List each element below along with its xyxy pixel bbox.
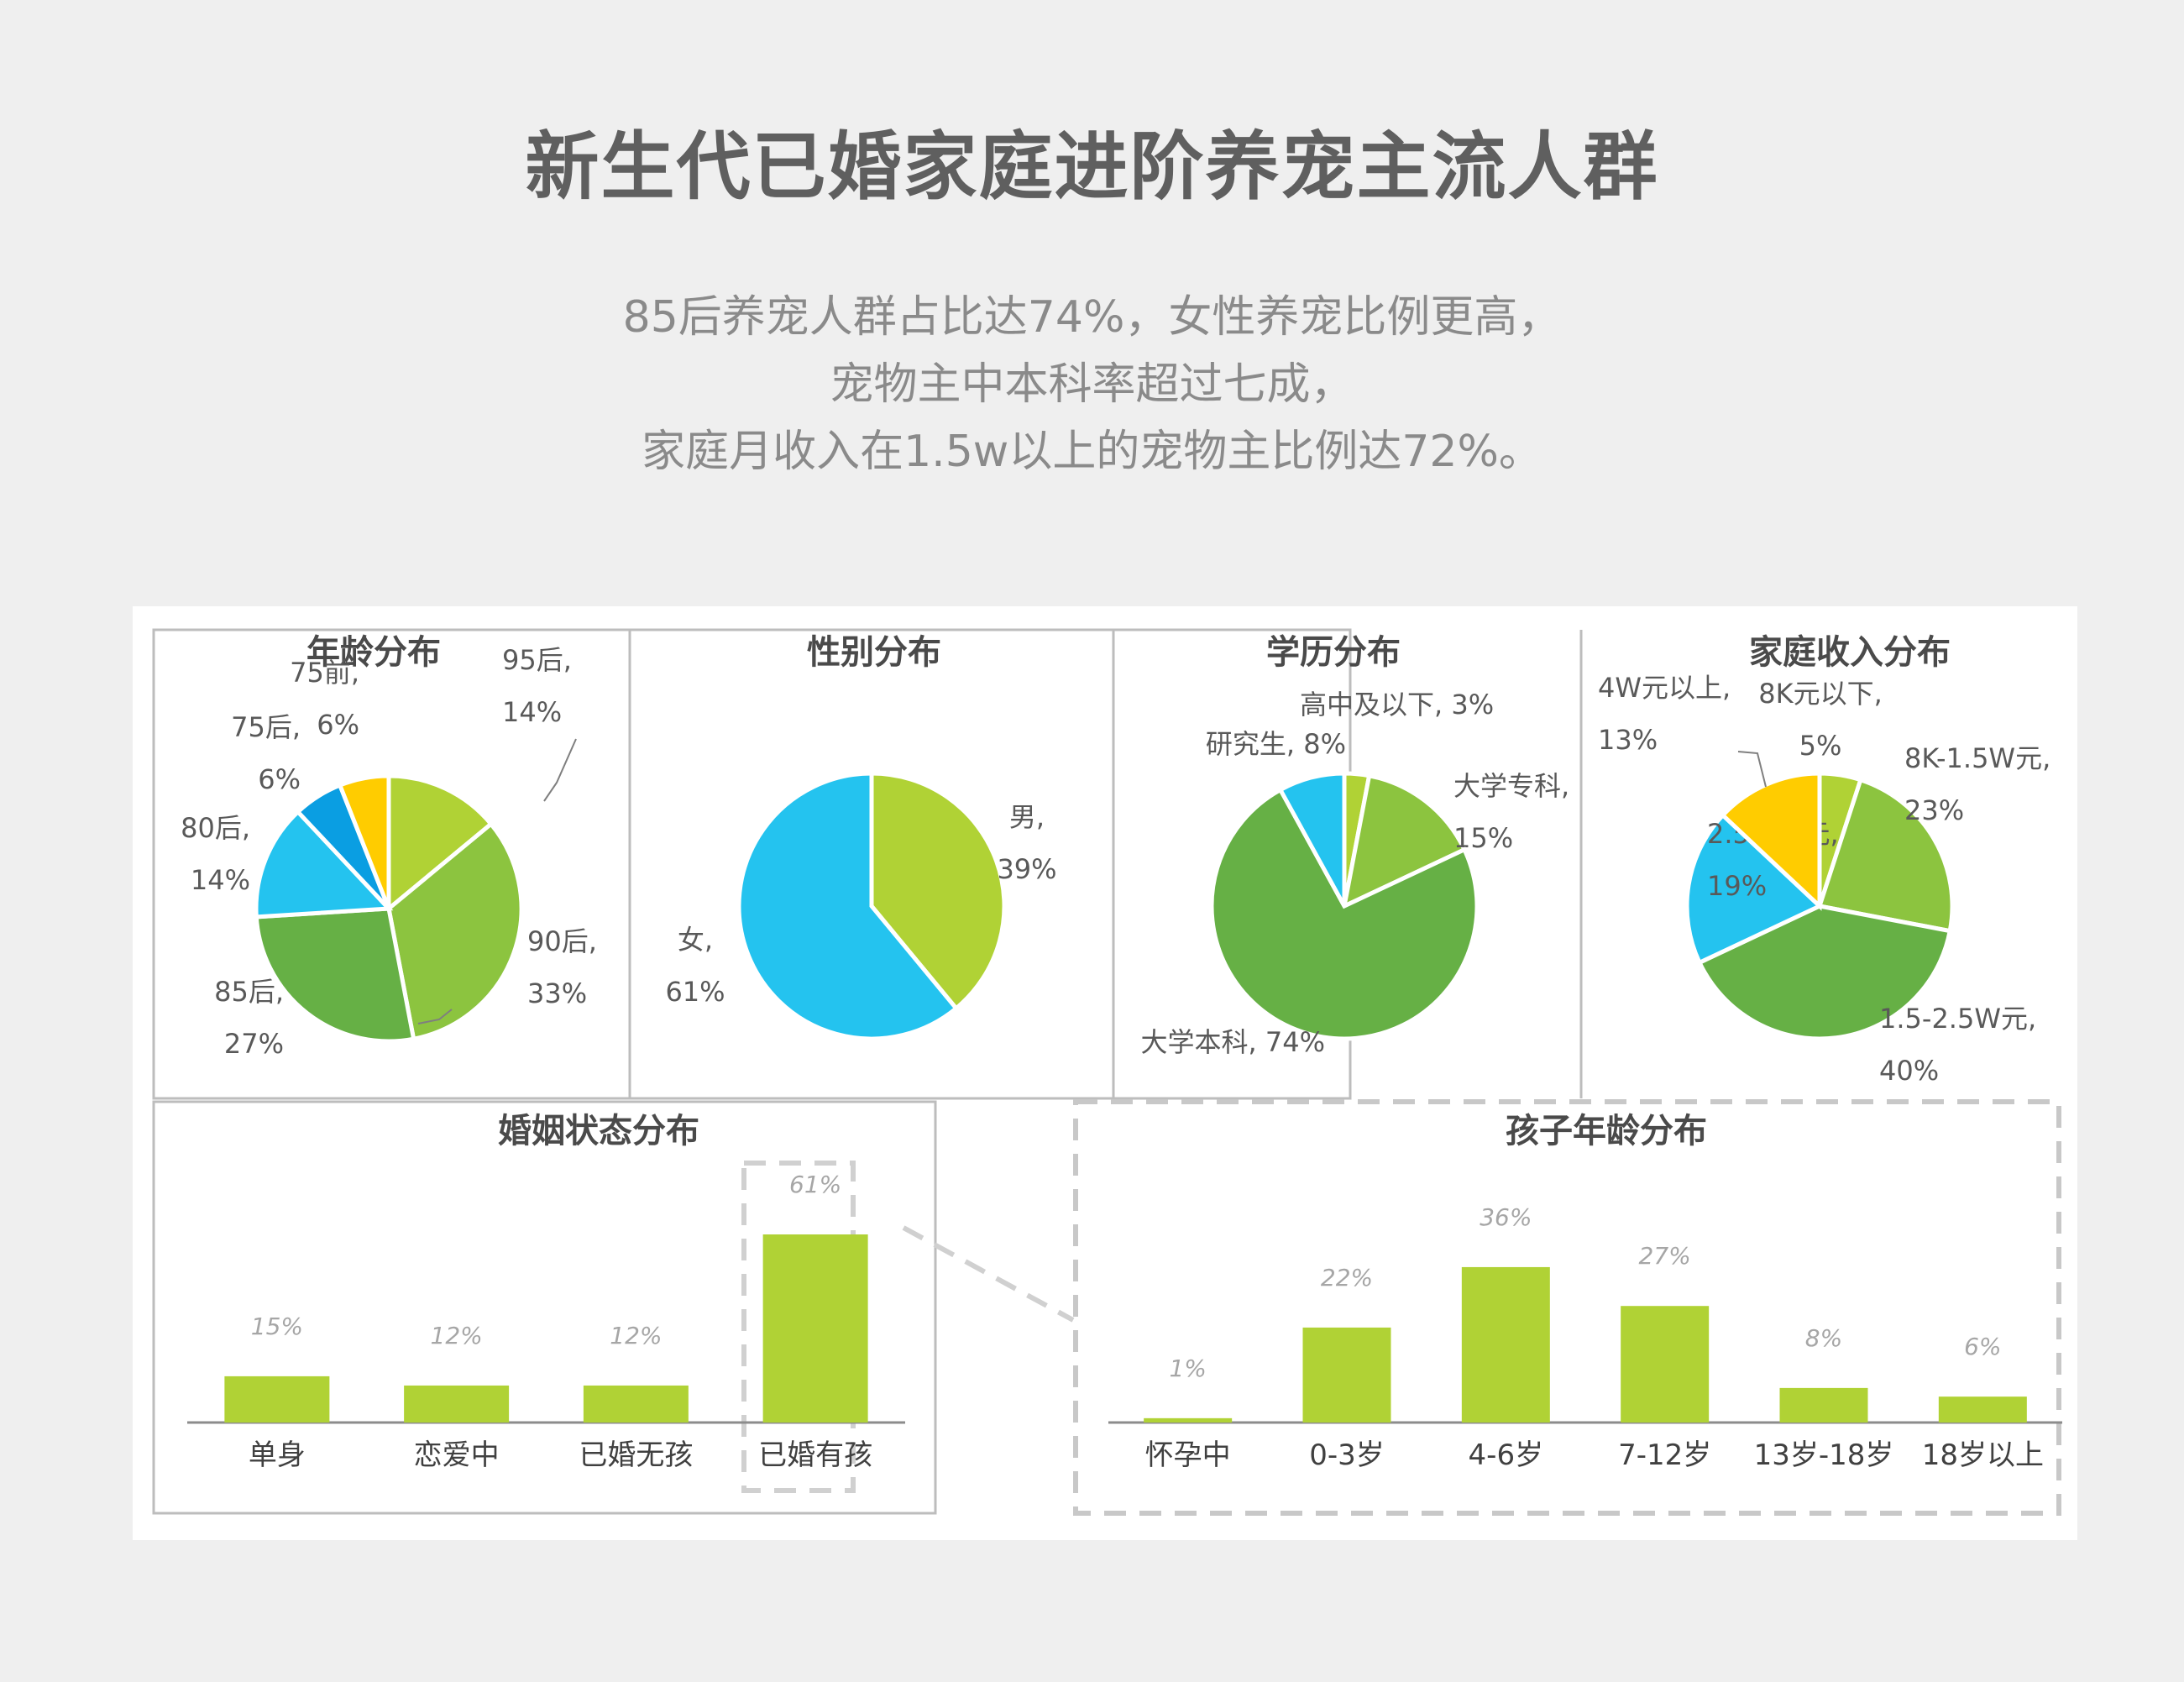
child_age-bar-5	[1779, 1387, 1868, 1423]
child_age-category-label-3: 4-6岁	[1469, 1438, 1544, 1472]
connector-line	[902, 1225, 1075, 1323]
child_age-value-label-2: 22%	[1321, 1264, 1373, 1292]
age-slice-label-3: 85后, 27%	[214, 976, 284, 1060]
child_age-value-label-3: 36%	[1480, 1203, 1532, 1231]
education-slice-4	[1277, 771, 1347, 908]
child_age-category-label-1: 怀孕中	[1145, 1438, 1231, 1472]
charts-svg: 年龄分布 性别分布 学历分布 家庭收入分布 婚姻状态分布 孩子年龄分布 95后,…	[152, 628, 2062, 1516]
marriage-bar-4	[762, 1234, 868, 1423]
marriage-value-label-4: 61%	[789, 1171, 841, 1198]
child_age-value-label-4: 27%	[1639, 1242, 1691, 1270]
page-title: 新生代已婚家庭进阶养宠主流人群	[525, 123, 1659, 210]
income-leader-4w	[1737, 751, 1767, 788]
income-slice-3	[1696, 904, 1953, 1041]
subtitle-line-1: 85后养宠人群占比达74%，女性养宠比例更高，	[622, 292, 1562, 343]
age-slice-2	[386, 820, 524, 1042]
child_age-category-label-6: 18岁以上	[1922, 1438, 2044, 1472]
age-slice-label-5: 75后, 6%	[231, 711, 301, 795]
gender-slice-2	[736, 771, 960, 1041]
child_age-bar-2	[1302, 1327, 1391, 1423]
income-slice-4	[1684, 812, 1824, 966]
marriage-bar-2	[404, 1385, 510, 1423]
income-slice-5	[1720, 771, 1822, 911]
income-slice-label-3: 1.5-2.5W元, 40%	[1879, 1003, 2036, 1087]
child_age-bar-1	[1144, 1417, 1233, 1423]
marriage-value-label-1: 15%	[251, 1313, 303, 1340]
subtitle-line-2: 宠物主中本科率超过七成，	[830, 359, 1354, 410]
education-slice-3	[1209, 787, 1480, 1041]
child_age-bar-4	[1621, 1306, 1710, 1423]
child_age-category-label-5: 13岁-18岁	[1754, 1438, 1894, 1472]
charts-panel: 年龄分布 性别分布 学历分布 家庭收入分布 婚姻状态分布 孩子年龄分布 95后,…	[133, 606, 2077, 1540]
age-slice-label-2: 90后, 33%	[527, 925, 597, 1009]
marriage-bar-1	[224, 1375, 330, 1423]
child_age-category-label-4: 7-12岁	[1618, 1438, 1711, 1472]
education-slice-label-3: 大学本科, 74%	[1141, 1026, 1325, 1058]
child-age-chart-title: 孩子年龄分布	[1506, 1112, 1707, 1150]
gender-slice-label-2: 女, 61%	[665, 924, 725, 1008]
education-slice-label-4: 研究生, 8%	[1206, 728, 1346, 760]
age-slice-label-4: 80后, 14%	[181, 812, 250, 896]
age-slice-6	[337, 773, 391, 909]
marriage-category-label-4: 已婚有孩	[758, 1438, 872, 1472]
subtitle-line-3: 家庭月收入在1.5w以上的宠物主比例达72%。	[642, 427, 1542, 477]
age-slice-4	[254, 809, 394, 920]
marriage-value-label-3: 12%	[610, 1322, 662, 1349]
highlight-frame	[741, 1161, 856, 1493]
age-slice-3	[254, 906, 416, 1044]
education-slice-label-2: 大学专科, 15%	[1453, 770, 1569, 854]
child_age-bar-6	[1938, 1396, 2027, 1423]
marriage-bar-3	[583, 1385, 689, 1423]
education-chart-title: 学历分布	[1266, 633, 1401, 672]
income-slice-label-1: 8K元以下, 5%	[1758, 678, 1883, 762]
income-chart-title: 家庭收入分布	[1749, 633, 1951, 672]
education-slice-label-1: 高中及以下, 3%	[1300, 689, 1494, 720]
child_age-value-label-6: 6%	[1964, 1333, 2001, 1360]
child_age-value-label-1: 1%	[1169, 1355, 1206, 1382]
education-slice-2	[1341, 773, 1468, 910]
income-slice-2	[1816, 777, 1955, 934]
age-chart-title: 年龄分布	[306, 633, 441, 672]
marriage-value-label-2: 12%	[431, 1322, 483, 1349]
child_age-category-label-2: 0-3岁	[1309, 1438, 1385, 1472]
gender-slice-label-1: 男, 39%	[997, 801, 1056, 885]
income-slice-label-2: 8K-1.5W元, 23%	[1904, 742, 2050, 826]
page-subtitle: 85后养宠人群占比达74%，女性养宠比例更高， 宠物主中本科率超过七成， 家庭月…	[0, 284, 2184, 485]
marriage-category-label-2: 恋爱中	[414, 1438, 500, 1472]
marriage-chart-title: 婚姻状态分布	[498, 1112, 699, 1150]
age-slice-1	[386, 773, 495, 914]
age-leader-95	[543, 738, 577, 802]
marriage-category-label-3: 已婚无孩	[579, 1438, 693, 1472]
income-slice-label-5: 4W元以上, 13%	[1598, 672, 1731, 756]
child_age-bar-3	[1461, 1266, 1550, 1423]
age-slice-label-1: 95后, 14%	[502, 644, 572, 728]
age-slice-label-6: 75前, 6%	[290, 657, 359, 741]
child_age-value-label-5: 8%	[1805, 1324, 1842, 1352]
gender-chart-title: 性别分布	[807, 633, 941, 672]
gender-slice-1	[869, 771, 1007, 1012]
marriage-category-label-1: 单身	[249, 1438, 306, 1472]
marriage-frame	[152, 1100, 937, 1515]
age-leader-85	[417, 1009, 453, 1024]
child-age-frame	[1073, 1099, 2061, 1516]
